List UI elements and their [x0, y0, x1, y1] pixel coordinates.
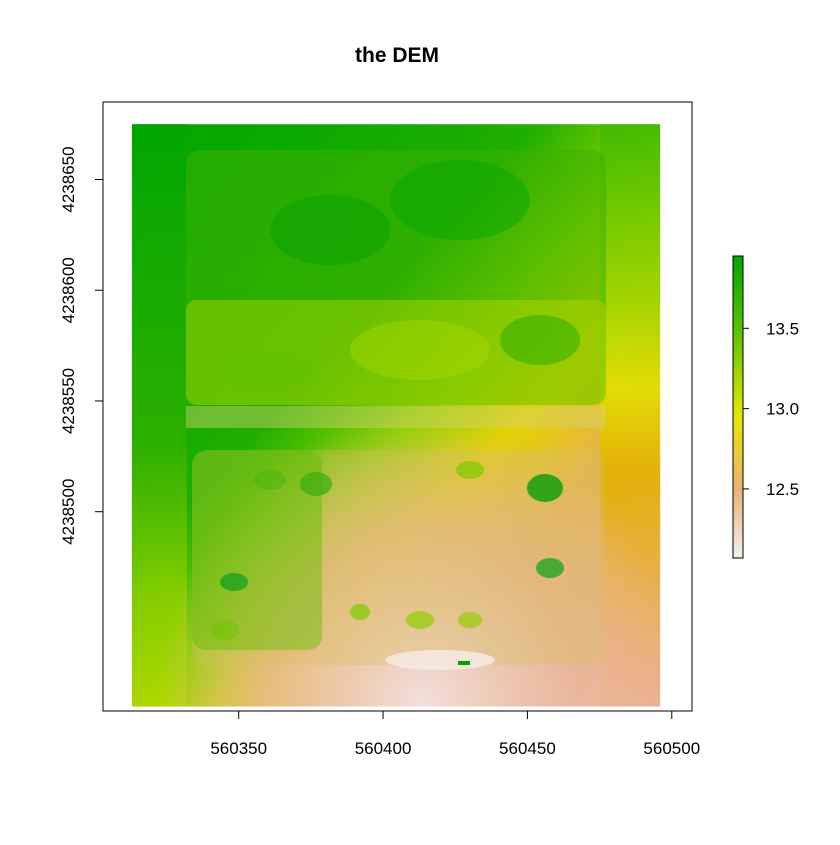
- y-axis: 4238500 4238550 4238600 4238650: [59, 146, 104, 545]
- dark-pixel: [458, 661, 470, 665]
- x-axis: 560350 560400 560450 560500: [210, 710, 700, 758]
- y-tick-label: 4238650: [59, 146, 78, 212]
- colorbar-tick-label: 13.0: [766, 400, 799, 419]
- x-tick-label: 560500: [643, 739, 700, 758]
- canopy-patch: [390, 160, 530, 240]
- lower-block-left: [192, 450, 322, 650]
- canopy-patch: [350, 320, 490, 380]
- tree-patch: [300, 472, 332, 496]
- canopy-patch: [270, 195, 390, 265]
- tree-patch: [536, 558, 564, 578]
- x-tick-label: 560400: [355, 739, 412, 758]
- tree-patch: [456, 461, 484, 479]
- tree-patch: [220, 573, 248, 591]
- dem-raster: [131, 124, 661, 707]
- colorbar-ramp: [732, 255, 744, 559]
- tree-patch: [458, 612, 482, 628]
- tree-patch: [527, 474, 563, 502]
- road-band: [186, 406, 606, 428]
- y-tick-label: 4238500: [59, 479, 78, 545]
- y-tick-label: 4238550: [59, 368, 78, 434]
- colorbar: 12.5 13.0 13.5: [732, 255, 799, 559]
- tree-patch: [350, 604, 370, 620]
- colorbar-tick-label: 12.5: [766, 480, 799, 499]
- lower-block-area: [192, 450, 604, 665]
- tree-patch: [211, 620, 239, 640]
- colorbar-ticks: 12.5 13.0 13.5: [743, 319, 799, 499]
- canopy-patch: [500, 315, 580, 365]
- chart-title: the DEM: [355, 44, 439, 67]
- x-tick-label: 560450: [499, 739, 556, 758]
- canopy-patch: [210, 350, 310, 390]
- colorbar-tick-label: 13.5: [766, 319, 799, 338]
- x-tick-label: 560350: [210, 739, 267, 758]
- bright-spot: [385, 650, 495, 670]
- y-tick-label: 4238600: [59, 257, 78, 323]
- tree-patch: [254, 470, 286, 490]
- tree-patch: [406, 611, 434, 629]
